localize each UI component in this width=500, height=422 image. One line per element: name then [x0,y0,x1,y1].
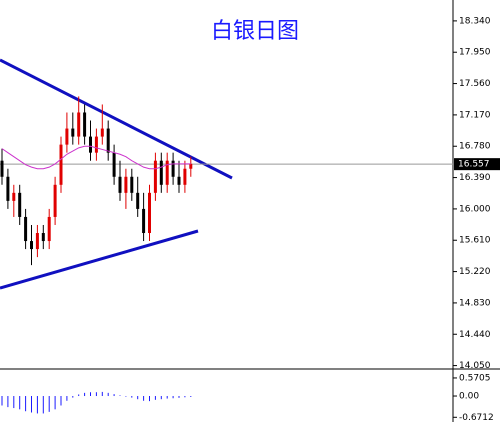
candle-body [65,128,69,145]
candle-body [41,233,45,242]
y-tick-label: 16.390 [459,173,491,183]
candle-body [35,233,39,250]
y-tick-label: 17.170 [459,110,491,120]
y-tick-label: 17.950 [459,48,491,58]
candle-body [124,176,128,193]
candle-body [183,168,187,185]
candle-body [189,163,193,169]
candle-body [59,144,63,185]
chart-title: 白银日图 [211,19,299,44]
candle-body [24,216,28,242]
candle-body [47,216,51,242]
candle-body [130,176,134,193]
y-tick-label: 17.560 [459,79,491,89]
y-tick-label: 18.340 [459,16,491,26]
trend-line-upper [0,58,233,180]
candle-body [71,128,75,137]
candle-body [94,136,98,153]
y-tick-label: 15.610 [459,236,491,246]
candle-body [18,192,22,217]
last-price-label: 16.557 [458,160,490,170]
candle-body [159,160,163,185]
y-tick-label: 0.5705 [459,373,491,383]
candle-body [53,184,57,217]
y-tick-label: -0.6712 [459,413,494,422]
candle-body [89,136,92,153]
y-tick-label: 0.00 [459,392,479,402]
candle-body [0,160,4,177]
y-tick-label: 14.830 [459,298,491,308]
candle-body [165,160,169,185]
candle-body [83,112,87,137]
last-price-box [454,158,500,171]
y-tick-label: 14.050 [459,361,491,371]
y-tick-label: 16.780 [459,142,491,152]
candle-body [112,152,116,177]
moving-average [1,145,191,170]
y-tick-label: 14.440 [459,330,491,340]
candle-body [148,192,151,234]
candle-body [177,176,181,185]
candle-body [100,128,104,137]
y-tick-label: 15.220 [459,267,491,277]
candle-body [30,241,33,250]
candle-body [118,176,122,193]
candle-body [171,160,175,177]
y-tick-label: 16.000 [459,204,491,214]
candle-body [12,192,16,201]
candle-body [142,208,146,234]
candle-body [106,128,110,153]
candle-body [136,192,140,209]
candle-body [77,112,81,137]
candle-body [6,176,10,201]
candle-body [153,160,157,193]
trend-line-lower [0,229,199,290]
